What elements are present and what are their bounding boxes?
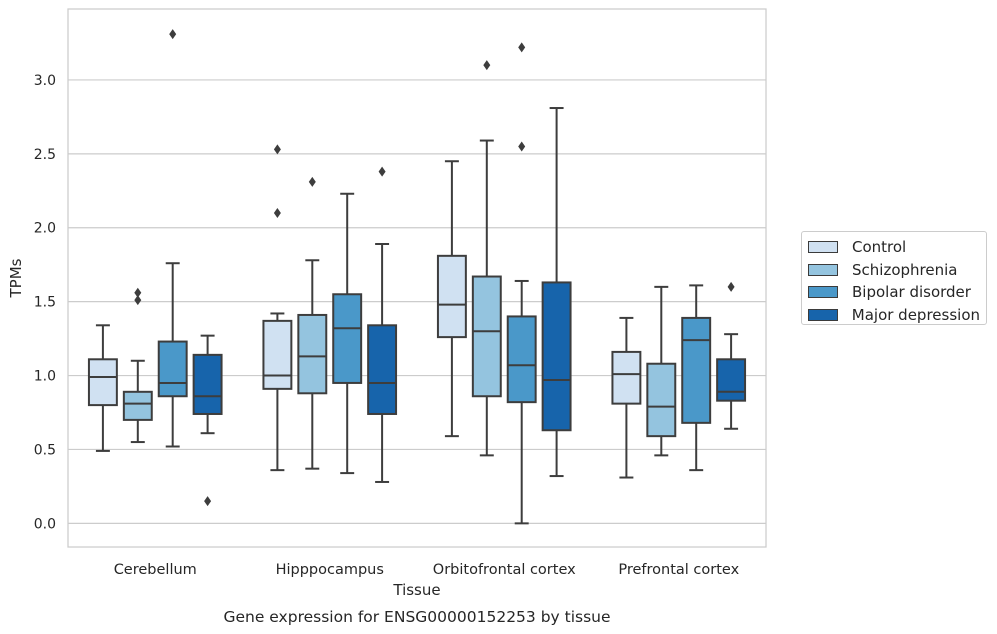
chart-caption: Gene expression for ENSG00000152253 by t… [223, 608, 610, 626]
legend-label-control: Control [852, 238, 907, 257]
y-axis-label: TPMs [7, 258, 25, 298]
y-tick-label: 1.5 [34, 295, 56, 311]
box-iqr [332, 293, 363, 384]
box-iqr [436, 254, 467, 339]
y-tick-label: 1.0 [34, 369, 56, 385]
box-iqr [297, 313, 328, 395]
outlier-point [308, 176, 316, 187]
legend-label-major-depression: Major depression [851, 305, 980, 324]
box-iqr [541, 281, 572, 432]
box-iqr [646, 362, 677, 438]
outlier-point [727, 281, 735, 292]
box-plot [297, 176, 328, 470]
box-iqr [192, 353, 223, 415]
series-major-depression [192, 107, 747, 507]
box-plot [506, 42, 537, 525]
legend-item-schizophrenia: Schizophrenia [808, 259, 980, 282]
box-plot [471, 60, 502, 457]
y-tick-label: 2.5 [34, 147, 56, 163]
outlier-point [378, 166, 386, 177]
legend-item-major-depression: Major depression [808, 304, 980, 327]
box-iqr [367, 324, 398, 415]
box-plot [436, 160, 467, 438]
legend-swatch-bipolar-disorder [808, 286, 838, 299]
x-tick-label: Hipppocampus [276, 562, 384, 578]
legend-label-schizophrenia: Schizophrenia [852, 260, 958, 279]
outlier-point [273, 144, 281, 155]
box-series [87, 29, 747, 525]
x-axis-label: Tissue [392, 581, 440, 599]
outlier-point [134, 287, 142, 298]
y-tick-label: 0.5 [34, 442, 56, 458]
box-plot [87, 324, 118, 452]
box-iqr [506, 315, 537, 404]
x-tick-label: Prefrontal cortex [618, 562, 739, 578]
y-tick-label: 2.0 [34, 221, 56, 237]
series-schizophrenia [122, 60, 677, 470]
outlier-point [483, 60, 491, 71]
box-plot [611, 316, 642, 479]
legend-label-bipolar-disorder: Bipolar disorder [852, 283, 971, 302]
box-iqr [262, 319, 293, 390]
outlier-point [273, 207, 281, 218]
y-tick-label: 3.0 [34, 73, 56, 89]
x-tick-label: Orbitofrontal cortex [433, 562, 576, 578]
box-plot [262, 144, 293, 472]
legend: Control Schizophrenia Bipolar disorder M… [801, 231, 987, 325]
series-control [87, 144, 642, 479]
legend-swatch-schizophrenia [808, 263, 838, 276]
legend-item-control: Control [808, 236, 980, 259]
outlier-point [518, 42, 526, 53]
legend-item-bipolar-disorder: Bipolar disorder [808, 281, 980, 304]
y-tick-label: 0.0 [34, 516, 56, 532]
x-tick-labels: Cerebellum Hipppocampus Orbitofrontal cort… [114, 562, 740, 578]
legend-swatch-major-depression [808, 308, 838, 321]
box-iqr [611, 350, 642, 405]
box-plot [646, 285, 677, 457]
box-plot [541, 107, 572, 478]
x-tick-label: Cerebellum [114, 562, 197, 578]
box-plot [367, 166, 398, 483]
box-plot [122, 287, 153, 444]
outlier-point [169, 29, 177, 40]
box-iqr [122, 390, 153, 421]
box-iqr [157, 340, 188, 398]
box-plot [716, 281, 747, 430]
box-plot [192, 334, 223, 507]
box-iqr [716, 358, 747, 402]
plot-frame [67, 8, 767, 548]
outlier-point [518, 141, 526, 152]
box-iqr [681, 316, 712, 424]
y-tick-labels: 0.0 0.5 1.0 1.5 2.0 2.5 3.0 [34, 73, 56, 532]
legend-swatch-control [808, 241, 838, 254]
series-bipolar-disorder [157, 29, 712, 525]
outlier-point [134, 295, 142, 306]
box-iqr [87, 358, 118, 407]
box-plot [157, 29, 188, 448]
box-iqr [471, 275, 502, 398]
box-plot [332, 192, 363, 475]
box-plot [681, 284, 712, 472]
outlier-point [204, 496, 212, 507]
